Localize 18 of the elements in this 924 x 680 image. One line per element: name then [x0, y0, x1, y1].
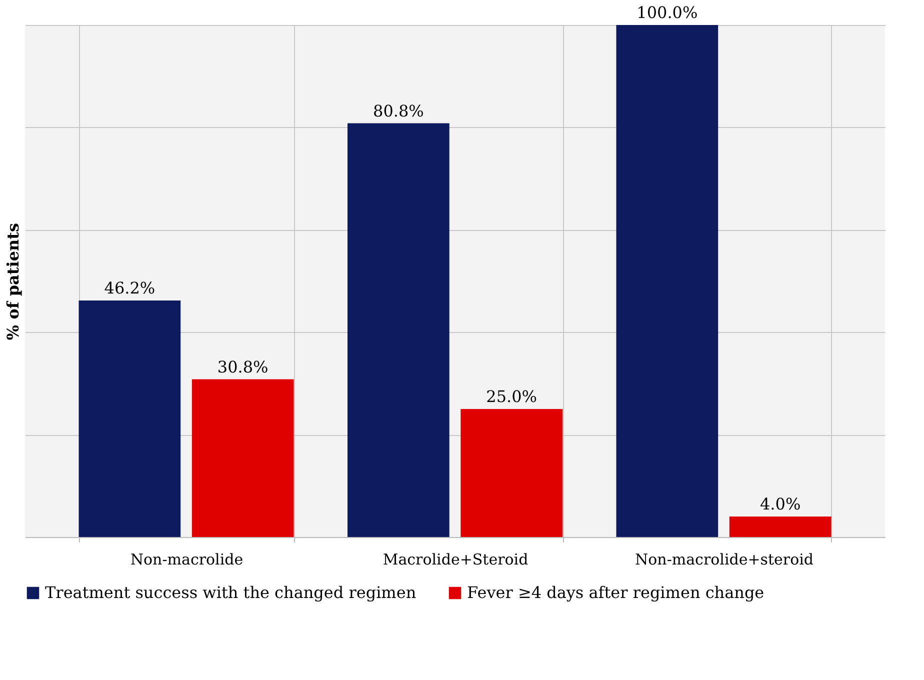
x-tick-label: Non-macrolide+steroid: [635, 550, 814, 568]
x-tick-label: Macrolide+Steroid: [382, 550, 529, 568]
bar: [78, 300, 181, 537]
bar: [616, 25, 718, 537]
data-label: 30.8%: [217, 357, 268, 376]
data-label: 4.0%: [760, 494, 801, 514]
bar: [460, 409, 562, 537]
legend-label: Fever ≥4 days after regimen change: [467, 583, 764, 602]
bar: [348, 123, 450, 537]
data-label: 100.0%: [636, 3, 698, 22]
x-tick-label: Non-macrolide: [130, 550, 244, 568]
legend-label: Treatment success with the changed regimen: [45, 583, 416, 602]
bar: [192, 379, 294, 537]
data-label: 80.8%: [373, 101, 424, 120]
bar: [729, 516, 832, 537]
y-axis-title: % of patients: [4, 222, 22, 340]
data-label: 46.2%: [104, 278, 156, 298]
data-label: 25.0%: [486, 387, 537, 406]
